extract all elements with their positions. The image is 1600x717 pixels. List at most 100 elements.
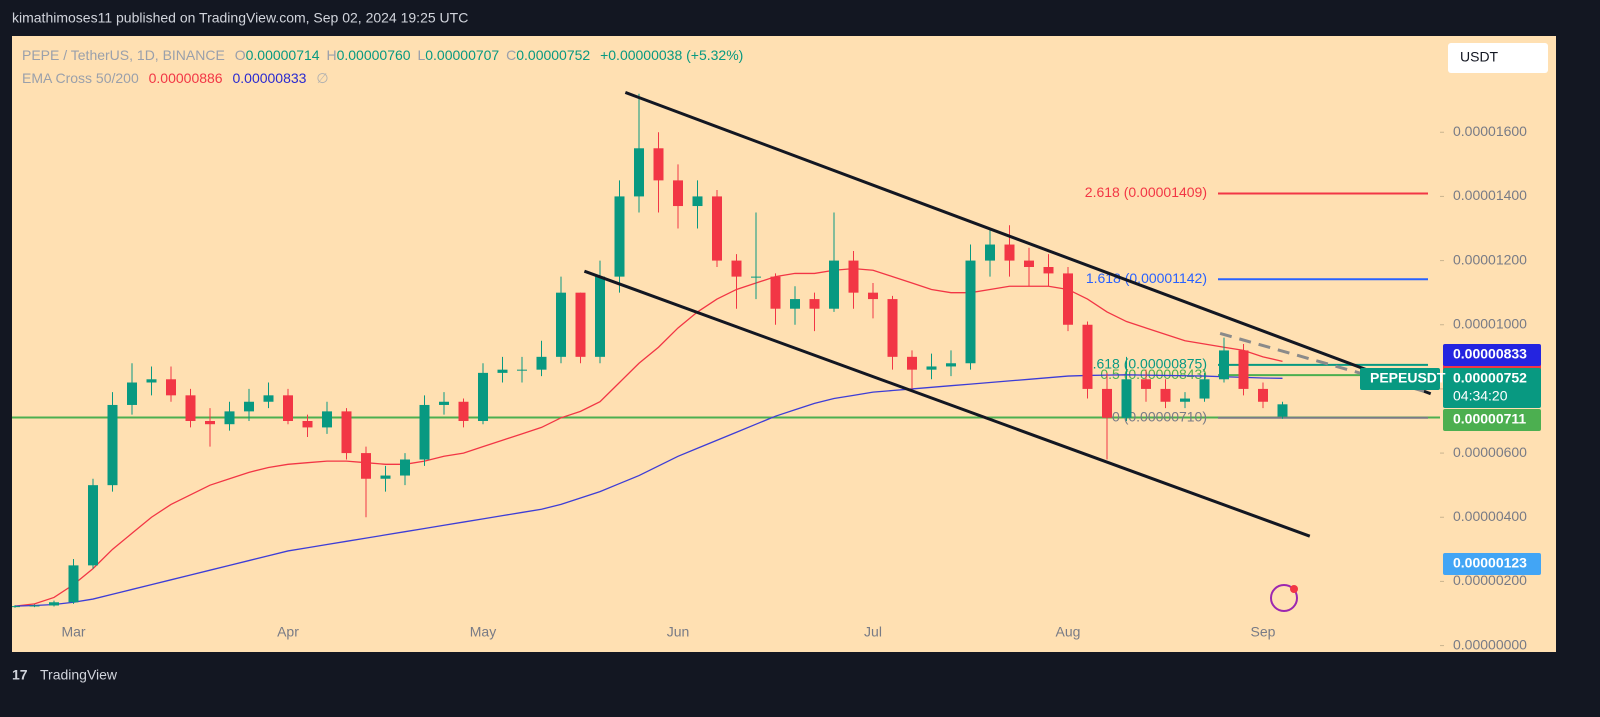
candle-body (1277, 404, 1288, 417)
fib-label: 0 (0.00000710) (1112, 408, 1207, 424)
candle-body (985, 244, 995, 261)
candle-body (868, 292, 878, 300)
ema200-value: 0.00000833 (232, 70, 306, 86)
candle-body (263, 395, 274, 402)
h-label: H (326, 47, 336, 63)
candle-body (497, 369, 508, 373)
y-tick-label: 0.00001200 (1453, 251, 1527, 267)
candle-body (712, 196, 722, 261)
candle-body (790, 299, 800, 309)
candle-body (1063, 273, 1073, 325)
o-label: O (235, 47, 246, 63)
candle-body (88, 485, 98, 566)
candle-body (478, 372, 488, 421)
candle-body (146, 379, 157, 383)
y-tick-label: 0.00000400 (1453, 508, 1527, 524)
candle-body (12, 606, 20, 608)
start-badge: 0.00000123 (1453, 555, 1527, 571)
candle-body (68, 565, 79, 603)
candle-body (517, 369, 527, 371)
candle-body (1160, 388, 1171, 402)
candle-body (829, 260, 839, 309)
candle-body (926, 366, 937, 370)
candle-body (341, 411, 352, 454)
x-tick-label: Jun (667, 624, 690, 640)
open: 0.00000714 (246, 47, 320, 63)
candle-body (575, 292, 586, 357)
candle-body (458, 401, 469, 421)
candle-body (1238, 350, 1249, 389)
indicator: EMA Cross 50/200 (22, 70, 139, 86)
low: 0.00000707 (425, 47, 499, 63)
hidden-icon: ∅ (316, 70, 328, 86)
candle-body (1082, 324, 1093, 389)
candle-body (614, 196, 625, 277)
symbol-badge: PEPEUSDT (1370, 370, 1446, 386)
support-badge-bg (1443, 409, 1541, 431)
ema50-value: 0.00000886 (149, 70, 223, 86)
candle-body (731, 260, 742, 277)
candle-body (1258, 388, 1268, 402)
symbol: PEPE / TetherUS, 1D, BINANCE (22, 47, 225, 63)
candle-body (965, 260, 976, 364)
y-tick-label: 0.00000200 (1453, 572, 1527, 588)
candle-body (556, 292, 566, 357)
x-tick-label: Apr (277, 624, 299, 640)
x-tick-label: Mar (61, 624, 85, 640)
candle-body (361, 453, 371, 479)
candle-body (595, 276, 605, 357)
trendline (583, 269, 1311, 538)
candle-body (536, 356, 547, 370)
legend-line1: PEPE / TetherUS, 1D, BINANCE O0.00000714… (22, 47, 743, 63)
brand: TradingView (40, 667, 118, 683)
candle-body (439, 401, 449, 405)
candle-body (1199, 379, 1210, 399)
plot: 2.618 (0.00001409) 1.618 (0.00001142) 0.61… (12, 91, 1440, 608)
y-tick-label: 0.00000600 (1453, 444, 1527, 460)
last-bg (1443, 368, 1541, 408)
candle-body (1121, 379, 1132, 418)
candle-body (107, 404, 118, 486)
alert-icon[interactable] (1270, 584, 1298, 612)
y-tick-label: 0.00001000 (1453, 315, 1527, 331)
change: +0.00000038 (+5.32%) (600, 47, 743, 63)
currency-button[interactable] (1448, 43, 1548, 73)
last-price: 0.00000752 (1453, 370, 1527, 386)
x-tick-label: Sep (1251, 624, 1276, 640)
candle-body (166, 379, 176, 396)
candle-body (283, 395, 293, 421)
candle-body (1180, 398, 1190, 402)
candle-body (1024, 260, 1034, 267)
candle-body (244, 401, 254, 412)
candle-body (1004, 244, 1015, 261)
trendline (1219, 331, 1426, 393)
y-tick-label: 0.00001600 (1453, 123, 1527, 139)
ema-line (14, 374, 1283, 607)
fib-label: 2.618 (0.00001409) (1085, 184, 1207, 200)
fib-label: 1.618 (0.00001142) (1086, 270, 1207, 286)
candle-body (380, 475, 391, 479)
fib-label: 0.5 (0.00000843) (1100, 366, 1207, 382)
candle-body (49, 602, 59, 606)
candle-body (907, 356, 917, 370)
candle-body (29, 605, 40, 607)
candle-body (1141, 379, 1151, 389)
ema200-badge: 0.00000833 (1453, 346, 1527, 362)
support-badge: 0.00000711 (1453, 411, 1526, 427)
candle-body (322, 411, 332, 428)
legend-line2: EMA Cross 50/200 0.00000886 0.00000833 ∅ (22, 70, 329, 86)
candle-body (848, 260, 859, 293)
candle-body (205, 421, 215, 425)
l-label: L (417, 47, 425, 63)
candle-body (946, 363, 956, 367)
candle-body (1219, 350, 1229, 380)
symbol-badge-bg (1360, 368, 1440, 390)
fib-label: 0.618 (0.00000875) (1085, 356, 1207, 372)
candle-body (1043, 267, 1054, 274)
candle-body (809, 299, 820, 309)
x-tick-label: May (470, 624, 496, 640)
start-badge-bg (1443, 553, 1541, 575)
candle-body (400, 459, 410, 476)
